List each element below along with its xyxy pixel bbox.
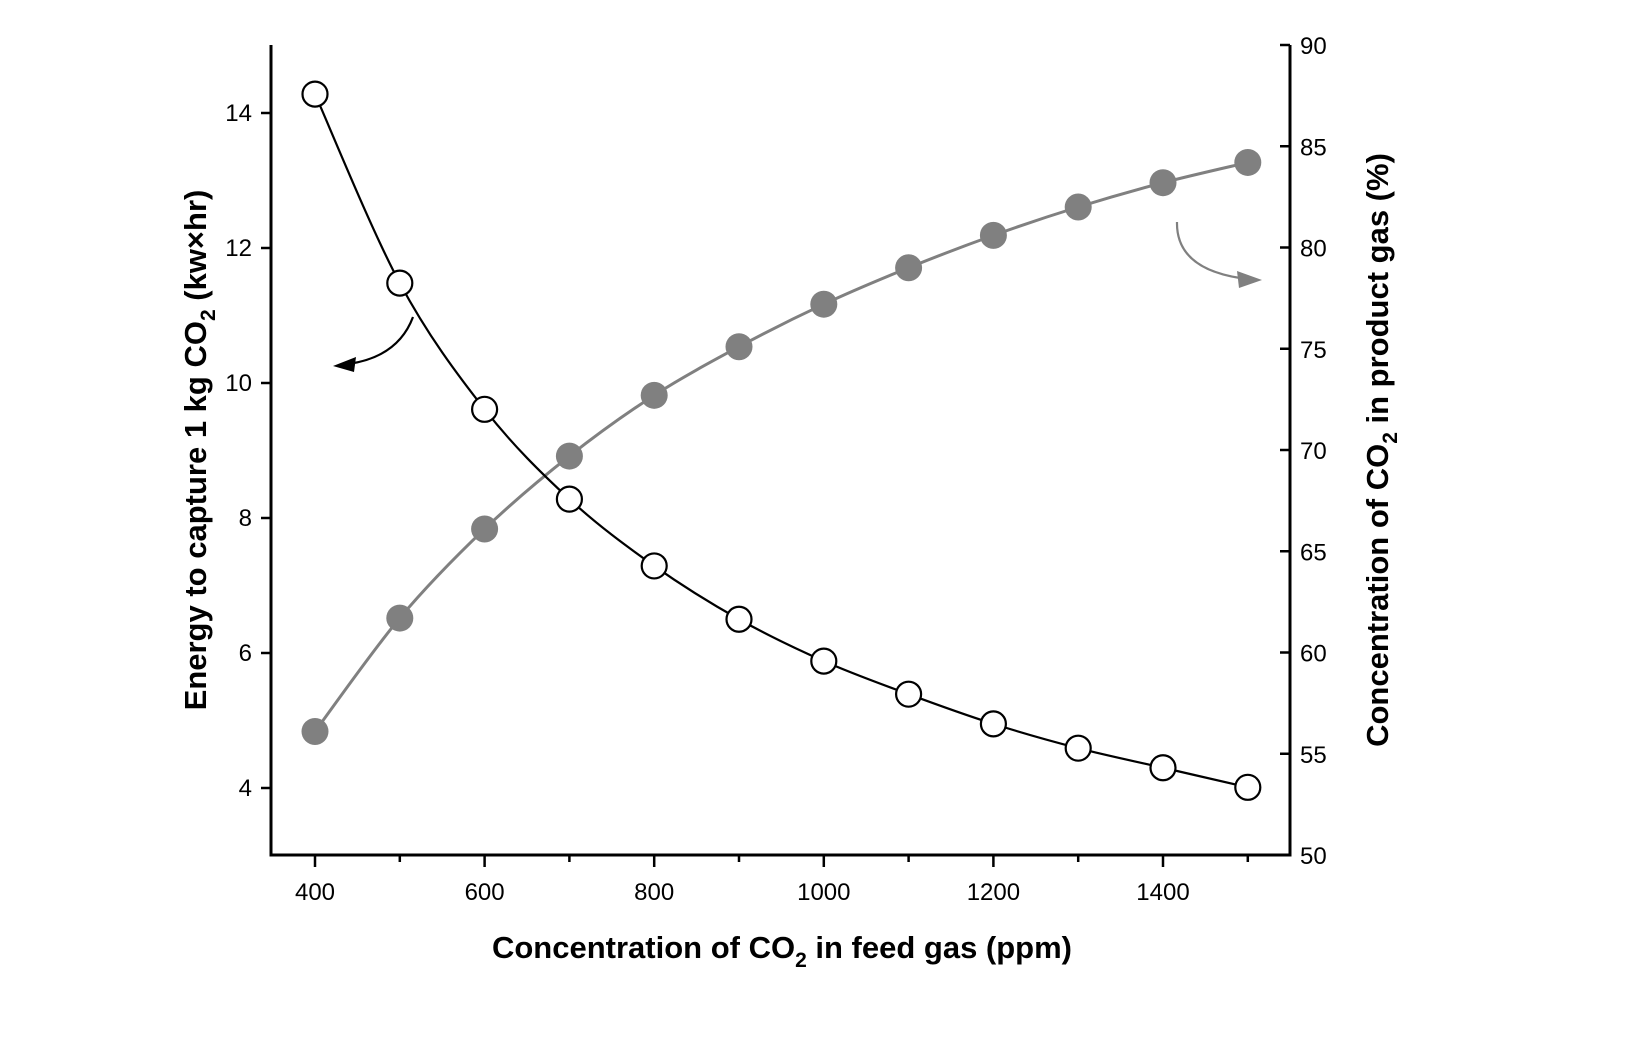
- left-y-tick-label: 8: [239, 505, 252, 532]
- data-point-purity: [555, 442, 583, 470]
- series-line-purity: [313, 160, 1249, 733]
- right-y-tick-label: 50: [1300, 843, 1327, 870]
- data-point-purity: [640, 381, 668, 409]
- data-point-purity: [810, 290, 838, 318]
- right-y-tick-label: 85: [1300, 134, 1327, 161]
- left-y-tick-label: 14: [225, 100, 252, 127]
- right-y-tick-label: 75: [1300, 337, 1327, 364]
- data-point-energy: [386, 269, 414, 297]
- data-point-energy: [894, 680, 923, 708]
- x-axis-title-main: Concentration of CO: [492, 930, 795, 965]
- left-axis-arrow: [347, 316, 415, 366]
- right-y-tick-label: 55: [1300, 742, 1327, 769]
- annotation-arrows: [333, 221, 1262, 372]
- right-axis-arrow: [1175, 221, 1241, 280]
- axes: [269, 45, 1292, 857]
- right-y-axis-title-main: Concentration of CO: [1360, 444, 1395, 747]
- series-layer: [301, 80, 1262, 801]
- data-point-purity: [895, 254, 923, 282]
- left-y-axis-title-main: Energy to capture 1 kg CO: [178, 321, 213, 710]
- data-point-energy: [640, 552, 668, 580]
- data-point-energy: [1234, 773, 1262, 801]
- left-y-axis-title-sub: 2: [197, 309, 220, 321]
- right-y-tick-label: 80: [1300, 236, 1327, 263]
- data-point-purity: [1149, 169, 1177, 197]
- left-y-tick-label: 10: [225, 370, 252, 397]
- right-y-tick-label: 65: [1300, 539, 1327, 566]
- data-point-purity: [979, 221, 1007, 249]
- x-tick-label: 1000: [797, 879, 850, 906]
- left-y-tick-label: 4: [239, 775, 252, 802]
- data-point-purity: [471, 515, 499, 543]
- x-tick-label: 600: [465, 879, 505, 906]
- x-tick-label: 1400: [1136, 879, 1189, 906]
- left-axis-arrowhead: [333, 357, 356, 372]
- left-y-tick-label: 6: [239, 640, 252, 667]
- x-tick-label: 1200: [967, 879, 1020, 906]
- x-tick-label: 800: [634, 879, 674, 906]
- right-y-tick-label: 60: [1300, 641, 1327, 668]
- data-point-energy: [1149, 754, 1177, 782]
- data-point-energy: [471, 395, 499, 423]
- x-axis-title: Concentration of CO2 in feed gas (ppm): [492, 930, 1072, 972]
- x-ticks: 400 600 800 1000 1200 1400: [295, 855, 1250, 906]
- data-point-energy: [979, 710, 1008, 738]
- data-point-purity: [386, 604, 414, 632]
- series-purity: [301, 148, 1262, 745]
- right-y-ticks: 50 55 60 65 70 75 80 85 90: [1280, 33, 1327, 870]
- right-y-axis-title: Concentration of CO2 in product gas (%): [1360, 153, 1402, 747]
- data-point-energy: [725, 605, 753, 633]
- right-axis-arrowhead: [1237, 271, 1262, 288]
- data-point-energy: [1064, 734, 1092, 762]
- right-y-axis-title-sub: 2: [1379, 432, 1402, 444]
- right-y-tick-label: 70: [1300, 438, 1327, 465]
- data-point-purity: [725, 333, 753, 361]
- x-tick-label: 400: [295, 879, 335, 906]
- x-axis-title-sub: 2: [795, 949, 807, 972]
- left-y-axis-title: Energy to capture 1 kg CO2 (kw×hr): [178, 190, 220, 711]
- left-y-axis-title-rest: (kw×hr): [178, 190, 213, 310]
- data-point-purity: [1234, 148, 1262, 176]
- right-y-tick-label: 90: [1300, 33, 1327, 60]
- left-y-ticks: 4 6 8 10 12 14: [225, 100, 271, 802]
- left-y-tick-label: 12: [225, 235, 252, 262]
- right-y-axis-title-rest: in product gas (%): [1360, 153, 1395, 432]
- data-point-purity: [301, 717, 329, 745]
- series-energy: [301, 80, 1262, 801]
- data-point-purity: [1064, 193, 1092, 221]
- data-point-energy: [555, 485, 584, 513]
- x-axis-title-rest: in feed gas (ppm): [807, 930, 1072, 965]
- data-point-energy: [810, 647, 838, 675]
- data-point-energy: [301, 80, 329, 108]
